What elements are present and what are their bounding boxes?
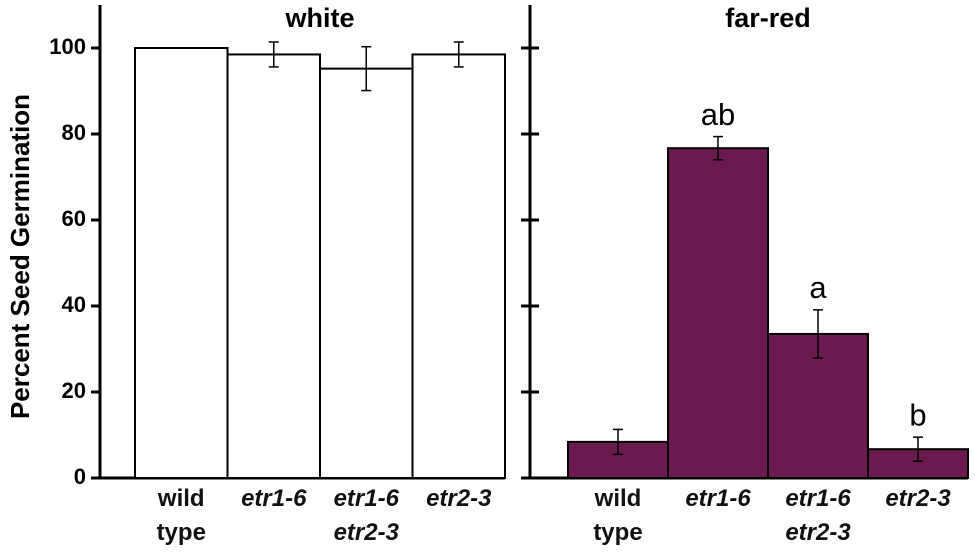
- y-tick-label: 100: [49, 34, 86, 59]
- bar: [319, 67, 414, 479]
- y-tick-label: 80: [62, 120, 86, 145]
- x-tick-label: etr1-6 etr2-3: [785, 485, 851, 546]
- bar: [667, 147, 769, 479]
- bar: [411, 53, 506, 479]
- x-tick-label: wild type: [593, 485, 643, 546]
- y-tick-label: 20: [62, 378, 86, 403]
- x-tick-label: etr2-3: [426, 485, 492, 512]
- x-tick-label: etr2-3: [885, 485, 951, 512]
- y-tick-label: 0: [74, 464, 86, 489]
- significance-label: b: [909, 397, 926, 432]
- panel-title: far-red: [725, 3, 811, 33]
- bar: [134, 47, 229, 479]
- x-tick-label: wild type: [156, 485, 206, 546]
- panel-title: white: [284, 3, 354, 33]
- significance-label: a: [809, 270, 827, 305]
- x-tick-label: etr1-6: [241, 485, 307, 512]
- x-tick-label: etr1-6 etr2-3: [333, 485, 399, 546]
- y-tick-label: 40: [62, 292, 86, 317]
- y-tick-label: 60: [62, 206, 86, 231]
- significance-label: ab: [701, 97, 735, 132]
- x-tick-label: etr1-6: [685, 485, 751, 512]
- bar: [226, 53, 321, 479]
- y-axis-label: Percent Seed Germination: [5, 94, 35, 419]
